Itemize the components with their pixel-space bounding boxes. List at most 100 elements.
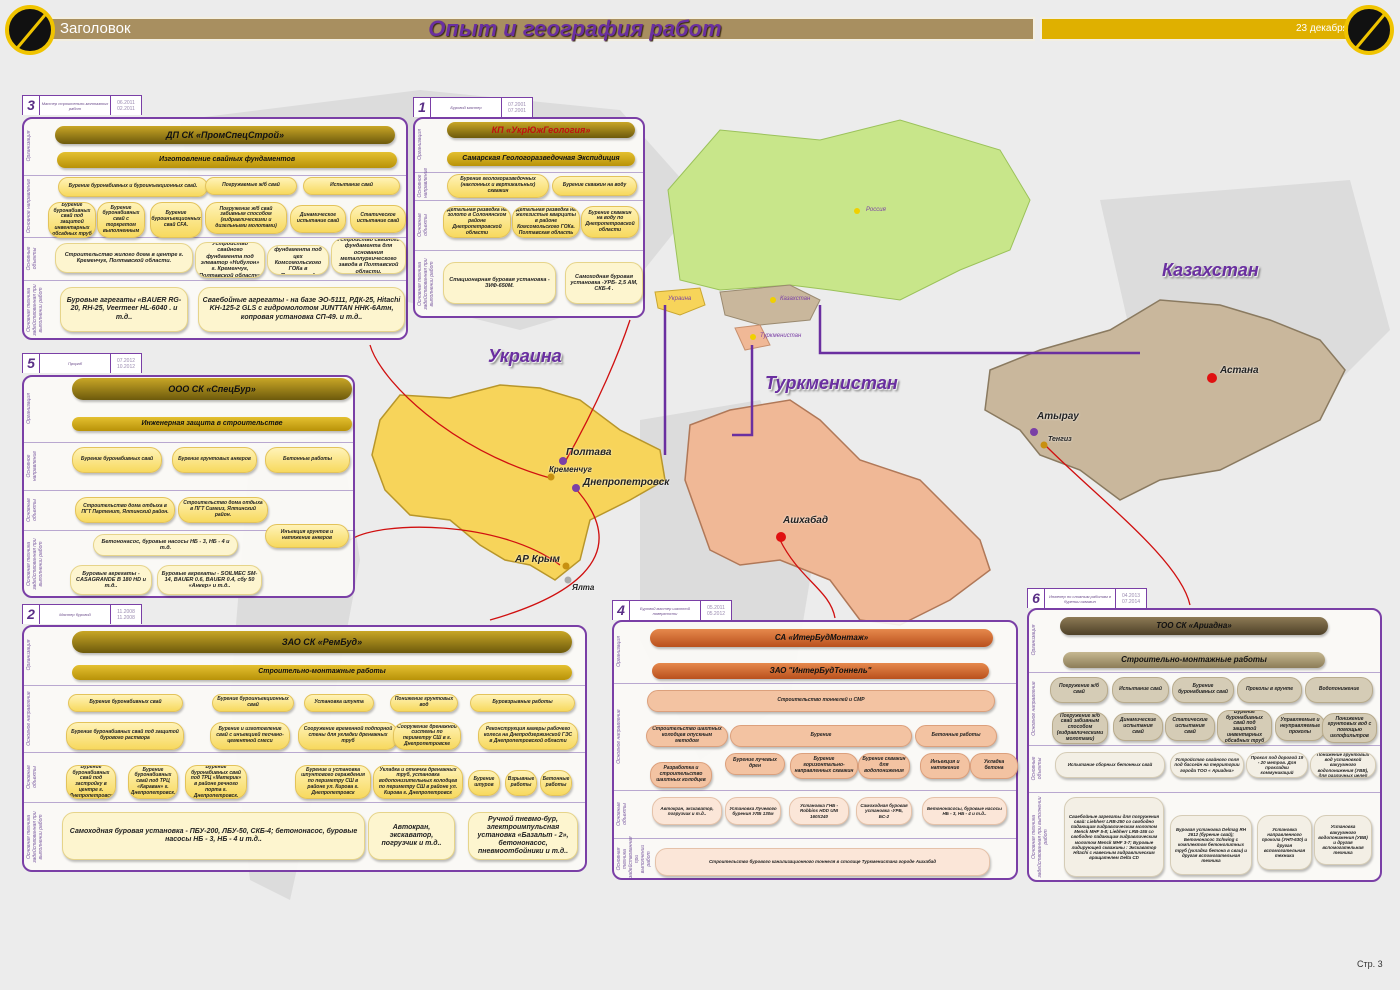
flow-box: Бетонные работы xyxy=(540,770,572,796)
organization-bar: ЗАО СК «РемБуд» xyxy=(72,631,572,653)
organization-bar: ООО СК «СпецБур» xyxy=(72,378,352,400)
flow-box: Бурение буронабивных свай под защитой ин… xyxy=(1217,710,1272,744)
row-divider xyxy=(24,280,406,281)
row-divider xyxy=(24,752,585,753)
flow-box: Детальная разведка на железистые кварцит… xyxy=(512,206,580,238)
row-label: Основная техника задействованная при вып… xyxy=(26,284,44,336)
row-label: Основное направление xyxy=(26,178,32,234)
crimea-marker xyxy=(562,562,570,570)
tengiz-marker xyxy=(1040,441,1048,449)
flow-box: Устройство свайного фундамента под элева… xyxy=(195,242,265,278)
flow-box: Сооружение дренажной системы по периметр… xyxy=(393,722,461,750)
flow-box: Бетононасосы, буровые насосы НБ - 3, НБ … xyxy=(922,797,1007,825)
flow-box: Строительство дома отдыха в ПГТ Партенит… xyxy=(75,497,175,523)
logo-left-icon xyxy=(5,5,55,55)
flow-box: Бетонные работы xyxy=(265,447,350,473)
flow-box: Укладка и откачка дренажных труб, устано… xyxy=(373,765,463,799)
row-label: Основное направление xyxy=(1031,681,1037,736)
turkmenistan-map xyxy=(684,399,991,626)
page-title: Опыт и география работ xyxy=(428,16,722,41)
flow-box: Инъекция грунтов и натяжение анкеров xyxy=(265,524,349,548)
header-label: Заголовок xyxy=(60,20,131,37)
row-divider xyxy=(24,175,406,176)
row-label: Основное направление xyxy=(26,691,32,746)
panel-tab-p1: 1 Буровой мастер 07.2001 07.2001 xyxy=(413,97,533,117)
flow-box: Буровые агрегаты - SOILMEC SM-14, BAUER … xyxy=(157,565,262,595)
yalta-marker xyxy=(564,576,572,584)
row-label: Основная техника задействованная при вып… xyxy=(26,538,44,590)
city-ashgabat: Ашхабад xyxy=(783,515,829,526)
row-divider xyxy=(415,250,643,251)
job-title: Мастер буровой xyxy=(39,605,110,624)
work-period: 07.2012 10.2012 xyxy=(110,354,141,373)
flow-box: Бурение буронабивных и буроинъекционных … xyxy=(58,177,208,197)
flow-box: Устройство свайного фундамента для основ… xyxy=(331,238,406,274)
row-label: Организация xyxy=(26,639,32,671)
flow-box: Погружаемые ж/б свай xyxy=(205,177,297,195)
flow-box: Стационарная буровая установка - ЗИФ-650… xyxy=(443,262,556,304)
flow-box: Установка вакуумного водопонижения (УВВ)… xyxy=(1314,815,1372,865)
work-period: 04.2013 07.2014 xyxy=(1115,589,1146,608)
flow-box: Погружение ж/б свай xyxy=(1050,677,1108,703)
flow-box: Реконструкция камеры рабочего колеса на … xyxy=(478,722,578,750)
activity-bar: Строительно-монтажные работы xyxy=(1063,652,1325,668)
flow-box: Строительство шахтных колодцев опускным … xyxy=(646,725,728,747)
row-label: Организация xyxy=(1031,624,1037,656)
flow-box: Бурение буронабивных свай xyxy=(68,694,183,712)
kazakhstan-minimap xyxy=(719,284,821,326)
row-label: Основная техника задействованная при вып… xyxy=(1031,796,1049,878)
atyrau-marker xyxy=(1030,428,1038,436)
flow-box: Бетонные работы xyxy=(915,725,997,747)
flow-box: Строительство жилого дома в центре г. Кр… xyxy=(55,243,193,273)
kazakhstan-map xyxy=(984,299,1346,501)
row-label: Организация xyxy=(26,393,32,424)
panel-number: 3 xyxy=(27,97,35,113)
flow-box: Укладка бетона xyxy=(970,753,1018,779)
row-divider xyxy=(415,200,643,201)
flow-box: Понижение грунтовых вод установкой вакуу… xyxy=(1310,752,1376,778)
period-date: 07.2014 xyxy=(1121,598,1141,605)
flow-box: Автокран, экскаватор, погрузчик и т.д.. xyxy=(368,812,455,860)
period-date: 07.2012 xyxy=(116,357,136,364)
row-label: Основная техника задействованная при вып… xyxy=(616,836,652,878)
flow-box: Сваебойные агрегаты для погружения свай:… xyxy=(1064,797,1164,877)
city-kremenchug: Кременчуг xyxy=(549,465,592,474)
job-title: Прораб xyxy=(39,354,110,373)
row-divider xyxy=(24,685,585,686)
work-period: 06.2011 02.2011 xyxy=(110,96,141,115)
kremenchug-marker xyxy=(547,473,555,481)
flow-box: Управляемые и неуправляемые проколы xyxy=(1275,713,1325,741)
mini-ukraine: Украина xyxy=(668,296,692,302)
period-date: 06.2011 xyxy=(117,99,135,106)
organization-bar: СА «ИтерБудМонтаж» xyxy=(650,629,993,647)
label-ukraine: Украина xyxy=(488,346,562,366)
flow-box: Испытание сборных бетонных свай xyxy=(1055,752,1165,778)
flow-box: Установка ГНБ - Robbins HDD UNI 160X240 xyxy=(789,797,849,825)
russia-minimap xyxy=(667,119,1031,301)
ukraine-minimap xyxy=(654,287,706,316)
city-poltava: Полтава xyxy=(566,447,612,458)
flow-box: Бурение xyxy=(730,725,912,747)
row-label: Организация xyxy=(26,130,32,162)
job-title: Инженер по сложным работам в бурении скв… xyxy=(1044,589,1115,608)
flow-box: Установка шпунта xyxy=(304,694,374,712)
flow-box: Ручной пневмо-бур, электроимпульсная уст… xyxy=(468,812,578,860)
ukraine-map xyxy=(371,384,666,581)
panel-tab-p5: 5 Прораб 07.2012 10.2012 xyxy=(22,353,142,373)
activity-bar: Изготовление свайных фундаментов xyxy=(57,152,397,168)
activity-bar: Самарская Геологоразведочная Экспидиция xyxy=(447,152,635,166)
flow-box: Погружение ж/б свай забивным способом (г… xyxy=(1052,712,1108,744)
city-astana: Астана xyxy=(1220,365,1259,376)
header-date-bar xyxy=(1040,17,1390,41)
astana-marker xyxy=(1207,373,1217,383)
row-label: Организация xyxy=(417,129,423,160)
panel-p5 xyxy=(22,375,355,598)
flow-box: Буровзрывные работы xyxy=(470,694,575,712)
flow-box: Понижение грунтовых вод с помощью иглофи… xyxy=(1322,713,1377,743)
flow-box: Испытание свай xyxy=(303,177,400,195)
flow-box: Статические испытания свай xyxy=(1165,713,1215,741)
organization-bar: ТОО СК «Ариадна» xyxy=(1060,617,1328,635)
flow-box: Разработка и строительство шахтных колод… xyxy=(650,762,712,788)
flow-box: Проколы в грунте xyxy=(1237,677,1302,703)
panel-p4 xyxy=(612,620,1018,880)
